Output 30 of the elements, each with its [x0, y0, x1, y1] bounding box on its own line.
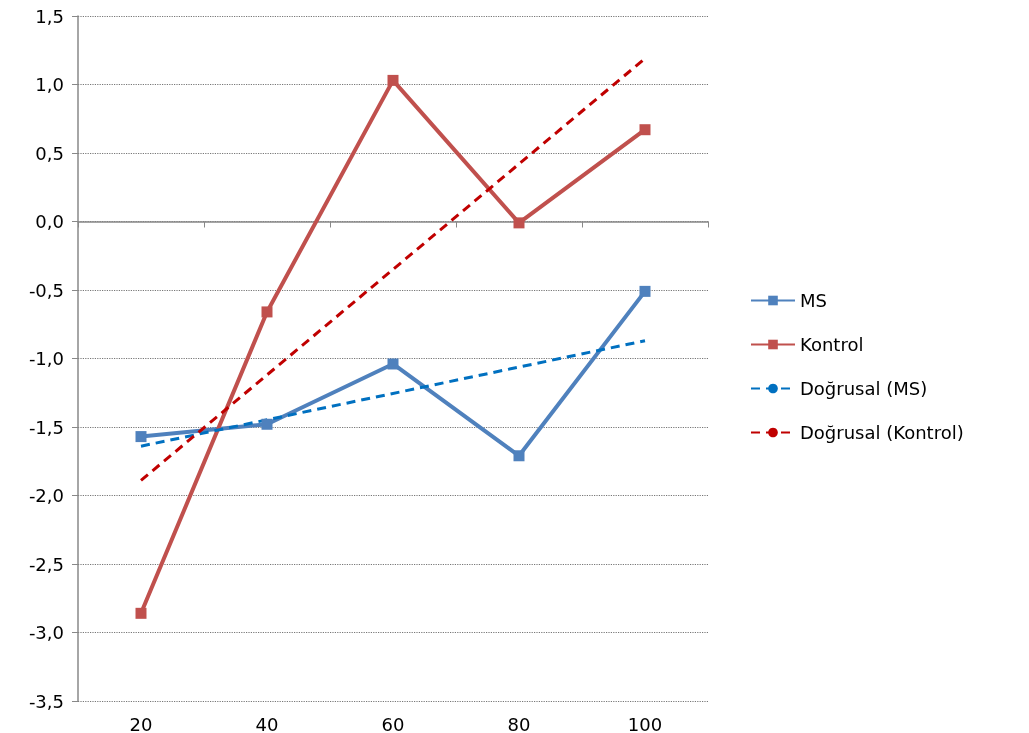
- point: [261, 418, 273, 430]
- y-tick-label: -1,5: [28, 416, 64, 438]
- point: [639, 285, 651, 297]
- point: [513, 217, 525, 229]
- point: [387, 358, 399, 370]
- legend-label: Doğrusal (Kontrol): [800, 422, 964, 443]
- point: [387, 74, 399, 86]
- y-tick-label: 1,0: [35, 74, 64, 95]
- point: [639, 124, 651, 136]
- x-tick-label: 100: [627, 713, 663, 733]
- point: [135, 431, 147, 443]
- legend-label: Kontrol: [800, 334, 864, 355]
- point: [513, 450, 525, 462]
- y-tick-label: -2,5: [28, 553, 64, 575]
- x-tick-label: 20: [129, 713, 153, 733]
- x-tick-label: 60: [381, 713, 405, 733]
- point: [135, 607, 147, 619]
- y-tick-label: -0,5: [28, 279, 64, 301]
- point: [261, 306, 273, 318]
- x-tick-label: 40: [255, 713, 279, 733]
- x-tick-label: 80: [507, 713, 531, 733]
- y-tick-label: 1,5: [35, 5, 64, 27]
- legend-label: Doğrusal (MS): [800, 378, 928, 399]
- y-tick-label: 0,0: [35, 211, 64, 232]
- y-tick-label: -1,0: [28, 348, 64, 369]
- y-tick-label: 0,5: [35, 142, 64, 164]
- legend-label: MS: [800, 290, 827, 311]
- y-tick-label: -2,0: [28, 485, 64, 506]
- y-tick-label: -3,5: [28, 690, 64, 712]
- y-tick-label: -3,0: [28, 622, 64, 643]
